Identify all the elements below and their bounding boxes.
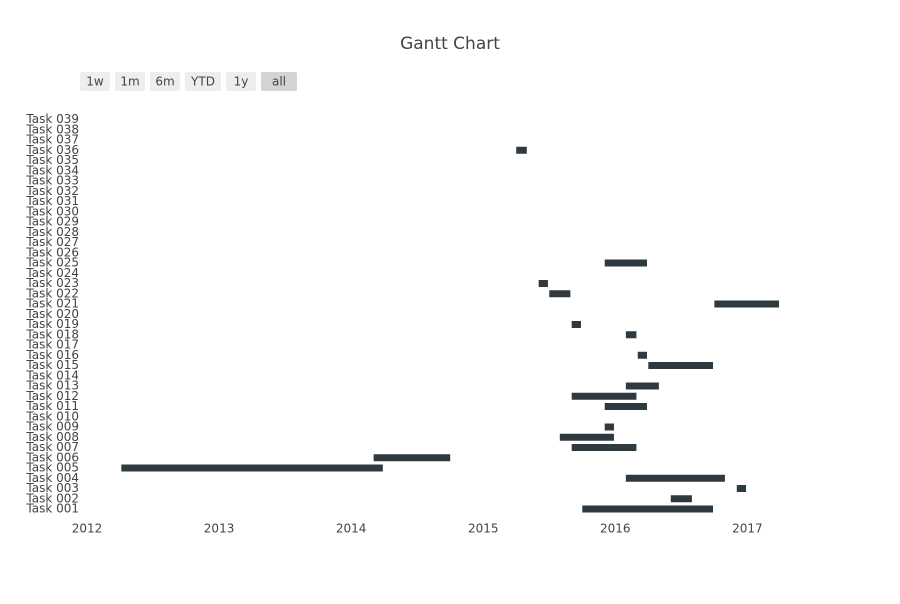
y-tick-label: Task 002 — [25, 491, 79, 505]
y-tick-label: Task 025 — [25, 256, 79, 270]
y-tick-label: Task 036 — [25, 143, 79, 157]
task-bar — [121, 464, 383, 472]
task-bar — [604, 423, 614, 431]
task-bar — [625, 474, 725, 482]
y-tick-label: Task 010 — [25, 409, 79, 423]
y-tick-label: Task 024 — [25, 266, 79, 280]
range-button[interactable]: all — [261, 72, 297, 91]
button-bg[interactable] — [261, 72, 297, 91]
y-tick-label: Task 017 — [25, 338, 79, 352]
y-tick-label: Task 004 — [25, 471, 79, 485]
task-bar — [625, 331, 637, 339]
button-label[interactable]: 1w — [86, 75, 104, 89]
y-tick-label: Task 022 — [25, 286, 79, 300]
task-bar — [559, 433, 614, 441]
y-tick-label: Task 033 — [25, 174, 79, 188]
task-bar — [373, 454, 451, 462]
task-bar — [571, 321, 581, 328]
task-bar — [571, 444, 637, 451]
task-bar — [714, 300, 780, 308]
y-tick-label: Task 028 — [25, 225, 79, 239]
y-tick-label: Task 032 — [25, 184, 79, 198]
task-bar — [625, 382, 659, 390]
button-label[interactable]: YTD — [190, 75, 215, 89]
y-tick-label: Task 029 — [25, 215, 79, 229]
y-tick-label: Task 012 — [25, 389, 79, 403]
button-bg[interactable] — [150, 72, 180, 91]
y-tick-label: Task 021 — [25, 297, 79, 311]
range-button[interactable]: 6m — [150, 72, 180, 91]
task-bar — [736, 485, 747, 492]
range-button[interactable]: 1y — [226, 72, 256, 91]
y-tick-label: Task 026 — [25, 245, 79, 259]
range-button[interactable]: YTD — [185, 72, 221, 91]
y-tick-label: Task 039 — [25, 112, 79, 126]
y-tick-label: Task 001 — [25, 502, 79, 516]
y-tick-label: Task 023 — [25, 276, 79, 290]
chart-title: Gantt Chart — [400, 34, 500, 54]
task-bar — [549, 290, 571, 298]
task-bar — [582, 505, 714, 513]
x-tick-label: 2012 — [72, 522, 103, 536]
task-bar — [538, 280, 548, 287]
button-bg[interactable] — [115, 72, 145, 91]
x-tick-label: 2014 — [336, 522, 367, 536]
y-tick-label: Task 006 — [25, 450, 79, 464]
y-tick-label: Task 014 — [25, 368, 79, 382]
button-label[interactable]: all — [272, 75, 286, 89]
y-tick-label: Task 038 — [25, 122, 79, 136]
button-bg[interactable] — [80, 72, 110, 91]
y-tick-label: Task 007 — [25, 440, 79, 454]
task-bar — [670, 495, 692, 503]
y-tick-label: Task 034 — [25, 163, 79, 177]
task-bar — [637, 351, 647, 359]
x-tick-label: 2015 — [468, 522, 499, 536]
y-tick-label: Task 003 — [25, 481, 79, 495]
x-tick-label: 2016 — [600, 522, 631, 536]
y-tick-label: Task 013 — [25, 379, 79, 393]
y-tick-label: Task 019 — [25, 317, 79, 331]
range-button[interactable]: 1m — [115, 72, 145, 91]
y-tick-label: Task 011 — [25, 399, 79, 413]
button-label[interactable]: 1m — [120, 75, 139, 89]
y-tick-label: Task 027 — [25, 235, 79, 249]
y-tick-label: Task 035 — [25, 153, 79, 167]
y-tick-label: Task 018 — [25, 327, 79, 341]
y-tick-label: Task 030 — [25, 204, 79, 218]
y-tick-label: Task 020 — [25, 307, 79, 321]
task-bar — [571, 392, 637, 400]
button-bg[interactable] — [226, 72, 256, 91]
y-tick-label: Task 009 — [25, 420, 79, 434]
button-label[interactable]: 6m — [155, 75, 174, 89]
button-bg[interactable] — [185, 72, 221, 91]
y-tick-label: Task 037 — [25, 133, 79, 147]
y-tick-label: Task 015 — [25, 358, 79, 372]
task-bar — [604, 259, 647, 267]
y-tick-label: Task 005 — [25, 461, 79, 475]
button-label[interactable]: 1y — [234, 75, 249, 89]
y-tick-label: Task 008 — [25, 430, 79, 444]
x-tick-label: 2013 — [204, 522, 235, 536]
y-tick-label: Task 031 — [25, 194, 79, 208]
x-tick-label: 2017 — [732, 522, 763, 536]
range-button[interactable]: 1w — [80, 72, 110, 91]
y-tick-label: Task 016 — [25, 348, 79, 362]
task-bar — [648, 362, 714, 369]
task-bar — [604, 403, 647, 410]
task-bar — [516, 146, 527, 154]
